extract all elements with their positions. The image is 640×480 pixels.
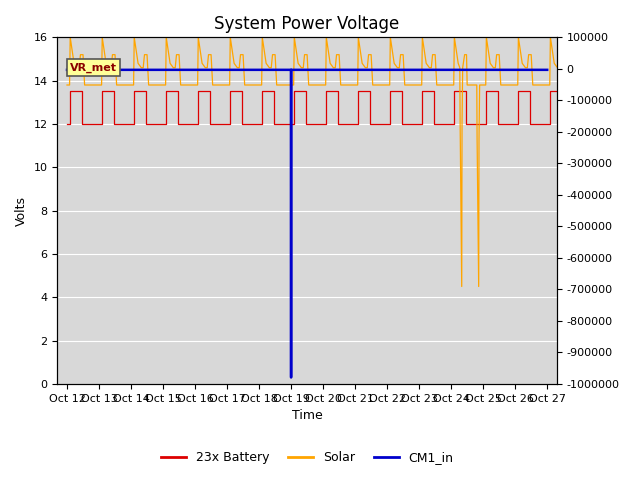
- Text: VR_met: VR_met: [70, 62, 117, 72]
- Solar: [67, 35, 74, 40]
- Line: CM1_in: CM1_in: [67, 70, 547, 377]
- 23x Battery: [575, 121, 583, 127]
- X-axis label: Time: Time: [292, 409, 323, 422]
- Solar: [268, 65, 275, 71]
- Line: Solar: Solar: [67, 37, 579, 287]
- 23x Battery: [67, 89, 74, 95]
- 23x Battery: [332, 89, 340, 95]
- Solar: [458, 284, 465, 289]
- Solar: [575, 82, 583, 88]
- CM1_in: [287, 67, 295, 72]
- Solar: [422, 60, 430, 66]
- Solar: [145, 82, 152, 88]
- Solar: [475, 284, 483, 289]
- CM1_in: [543, 67, 551, 72]
- CM1_in: [287, 374, 295, 380]
- 23x Battery: [494, 121, 502, 127]
- Line: 23x Battery: 23x Battery: [67, 92, 579, 124]
- Solar: [63, 82, 71, 88]
- Title: System Power Voltage: System Power Voltage: [214, 15, 400, 33]
- 23x Battery: [547, 89, 554, 95]
- CM1_in: [287, 67, 295, 72]
- CM1_in: [63, 67, 71, 72]
- 23x Battery: [63, 121, 71, 127]
- Legend: 23x Battery, Solar, CM1_in: 23x Battery, Solar, CM1_in: [156, 446, 459, 469]
- Solar: [170, 65, 177, 71]
- 23x Battery: [270, 89, 278, 95]
- 23x Battery: [255, 121, 263, 127]
- Solar: [460, 56, 468, 62]
- 23x Battery: [191, 121, 199, 127]
- Y-axis label: Volts: Volts: [15, 196, 28, 226]
